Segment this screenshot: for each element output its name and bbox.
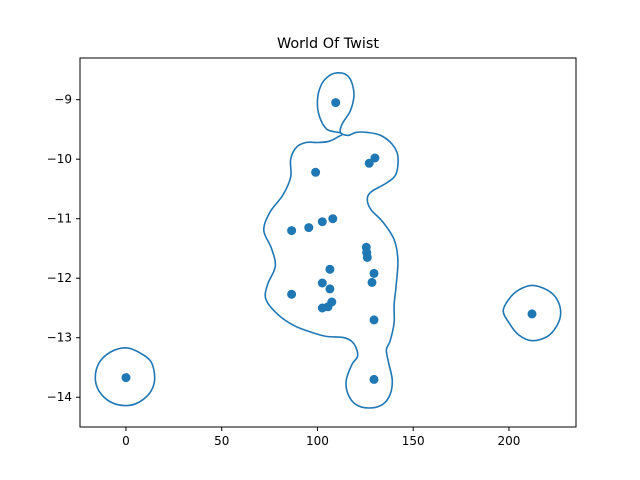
data-point-1 (370, 153, 380, 163)
data-point-16 (287, 289, 297, 299)
data-point-23 (369, 374, 379, 384)
plot-frame (79, 57, 577, 428)
data-points (121, 98, 537, 384)
x-axis-ticks: 0 50 100 150 200 (122, 427, 520, 448)
y-tick-label: −12 (47, 271, 72, 285)
contour-line-0 (94, 346, 156, 407)
y-tick-label: −11 (47, 212, 72, 226)
data-point-19 (317, 303, 327, 313)
data-point-10 (362, 252, 372, 262)
x-tick-label: 200 (498, 434, 521, 448)
data-point-15 (325, 284, 335, 294)
data-point-20 (369, 315, 379, 325)
y-axis-ticks: −9 −10 −11 −12 −13 −14 (47, 93, 80, 404)
contour-line-2 (262, 72, 399, 409)
y-tick-label: −13 (47, 331, 72, 345)
contour-lines (94, 72, 562, 409)
data-point-7 (287, 226, 297, 236)
data-point-14 (367, 277, 377, 287)
data-point-22 (121, 373, 131, 383)
data-point-13 (317, 278, 327, 288)
data-point-0 (331, 98, 341, 108)
x-tick-label: 0 (122, 434, 130, 448)
data-point-5 (317, 217, 327, 227)
x-tick-label: 50 (214, 434, 229, 448)
contour-line-1 (502, 284, 562, 342)
data-point-21 (527, 309, 537, 319)
x-tick-label: 150 (402, 434, 425, 448)
chart-title: World Of Twist (277, 36, 379, 52)
data-point-4 (328, 214, 338, 224)
y-tick-label: −14 (47, 390, 72, 404)
y-tick-label: −9 (54, 93, 72, 107)
data-point-12 (369, 268, 379, 278)
data-point-11 (325, 264, 335, 274)
data-point-2 (364, 158, 374, 168)
data-point-3 (311, 167, 321, 177)
x-tick-label: 100 (306, 434, 329, 448)
y-tick-label: −10 (47, 152, 72, 166)
data-point-6 (304, 223, 314, 233)
